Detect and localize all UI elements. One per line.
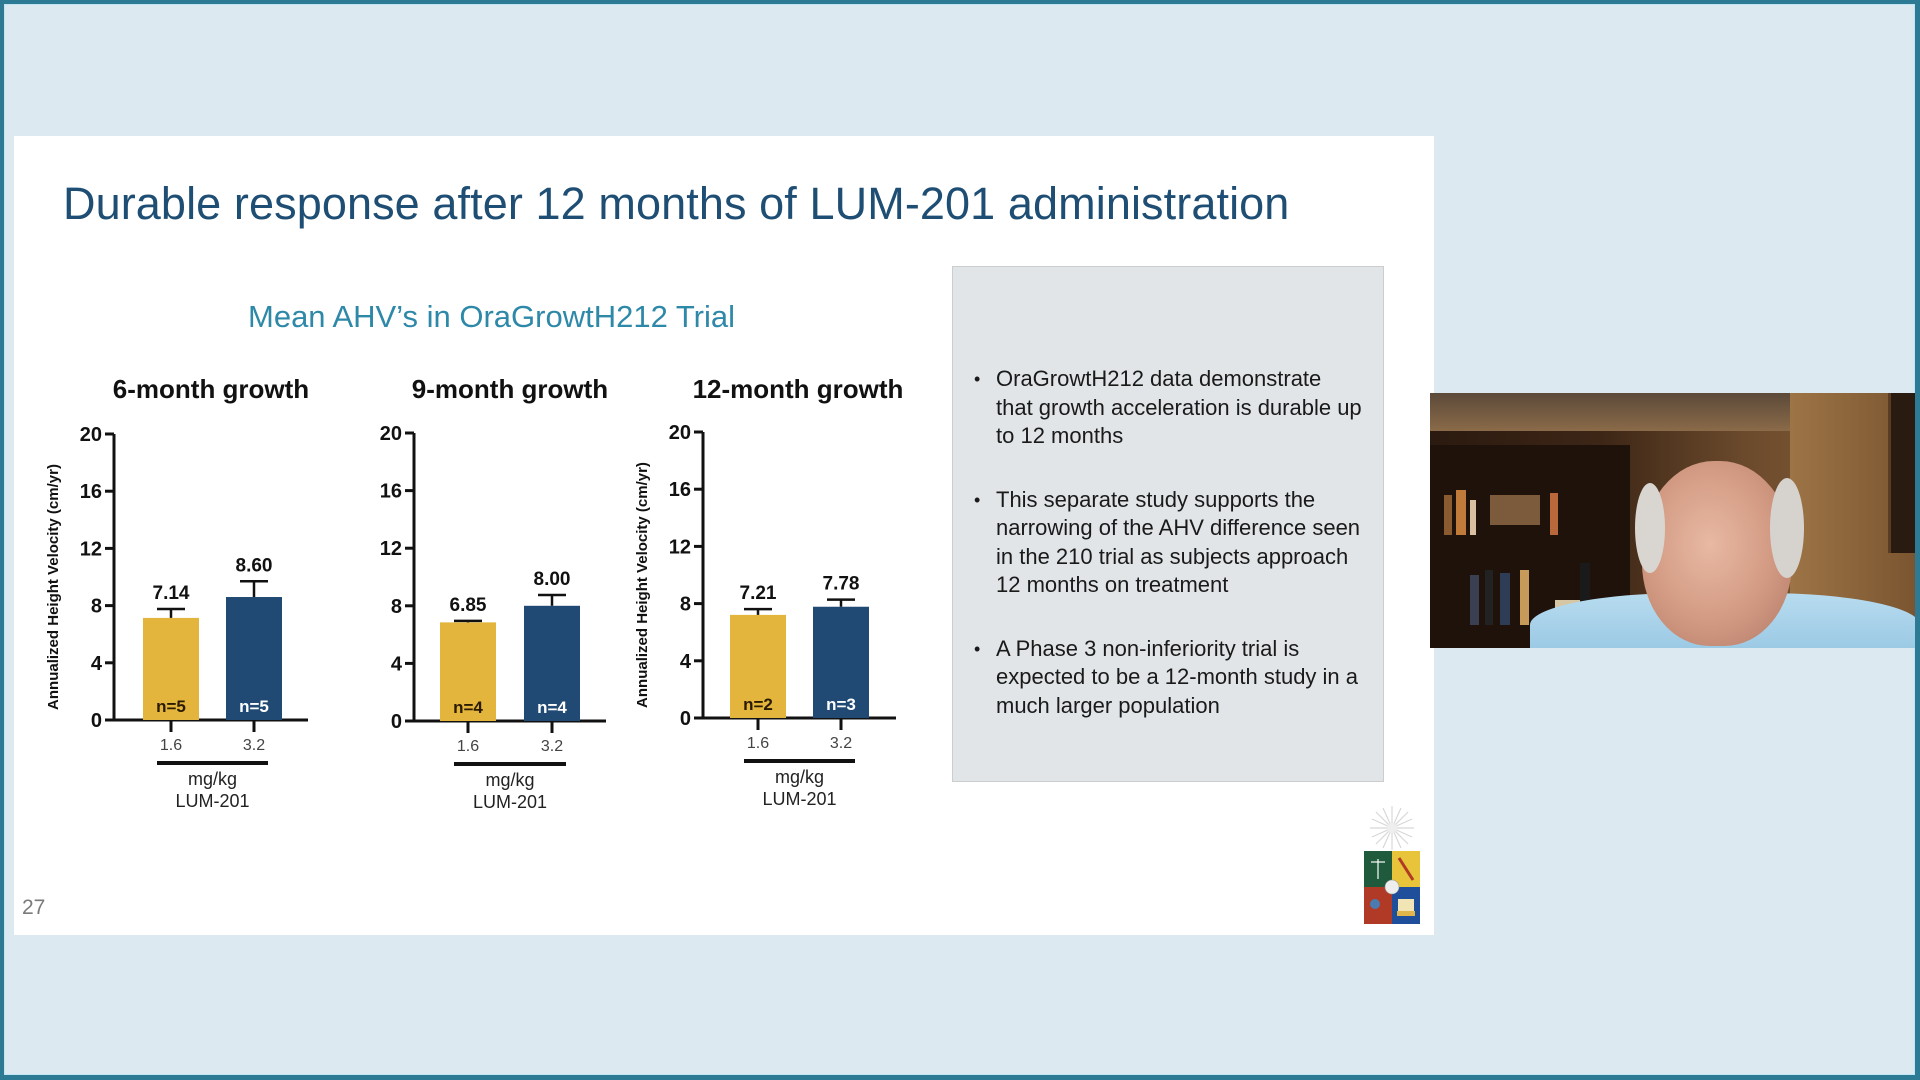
bar [226,597,282,720]
bullet-icon: • [974,489,981,510]
key-point-text: OraGrowtH212 data demonstrate that growt… [996,366,1362,448]
x-axis-unit-label: mg/kg [188,769,237,789]
x-axis-unit-label: mg/kg [775,767,824,787]
x-axis-unit-label: mg/kg [485,770,534,790]
value-label: 6.85 [450,595,487,616]
n-label: n=5 [156,697,186,716]
y-tick-label: 8 [91,596,102,618]
shield-icon [1364,851,1420,924]
key-point: • OraGrowtH212 data demonstrate that gro… [953,365,1383,451]
x-axis-group-label: LUM-201 [473,792,547,812]
presenter-hair [1635,483,1665,573]
y-tick-label: 20 [380,423,402,445]
chart-title: 6-month growth [113,374,309,404]
presenter-hair [1770,478,1804,578]
y-tick-label: 20 [669,422,691,444]
n-label: n=2 [743,695,773,714]
x-tick-label: 3.2 [243,737,265,754]
y-tick-label: 0 [391,711,402,733]
x-axis-group-label: LUM-201 [762,789,836,809]
x-tick-label: 1.6 [160,737,182,754]
value-label: 7.14 [153,583,190,604]
x-tick-label: 3.2 [830,735,852,752]
x-tick-label: 1.6 [747,735,769,752]
y-tick-label: 16 [669,479,691,501]
y-tick-label: 8 [680,594,691,616]
slide: Durable response after 12 months of LUM-… [14,136,1434,935]
x-tick-label: 3.2 [541,738,563,755]
n-label: n=4 [453,698,483,717]
key-point: • This separate study supports the narro… [953,486,1383,600]
bar [730,614,786,718]
value-label: 8.00 [534,569,571,590]
key-points-list: • OraGrowtH212 data demonstrate that gro… [953,365,1383,755]
y-tick-label: 12 [669,536,691,558]
bullet-icon: • [974,638,981,659]
chart-subtitle: Mean AHV’s in OraGrowtH212 Trial [248,299,736,334]
presentation-window: Durable response after 12 months of LUM-… [4,4,1915,1075]
bar [143,617,199,720]
key-point-text: A Phase 3 non-inferiority trial is expec… [996,635,1359,718]
wall-picture [1888,393,1915,553]
bullet-icon: • [974,369,981,389]
y-tick-label: 8 [391,596,402,618]
x-axis-group-label: LUM-201 [175,791,249,811]
presenter-face [1642,461,1792,646]
page-number: 27 [22,896,46,919]
y-tick-label: 4 [391,653,403,675]
y-axis-label: Annualized Height Velocity (cm/yr) [634,462,651,708]
value-label: 8.60 [236,555,273,576]
y-tick-label: 0 [91,710,102,732]
bar [440,622,496,721]
y-tick-label: 0 [680,708,691,730]
value-label: 7.21 [740,583,777,604]
y-tick-label: 4 [91,653,103,675]
bar [813,606,869,718]
university-crest-logo [1364,806,1420,924]
chart-title: 12-month growth [693,374,904,404]
x-tick-label: 1.6 [457,738,479,755]
n-label: n=4 [537,698,567,717]
y-axis-label: Annualized Height Velocity (cm/yr) [45,464,62,710]
slide-title: Durable response after 12 months of LUM-… [63,178,1290,229]
y-tick-label: 16 [380,481,402,503]
y-tick-label: 12 [380,538,402,560]
key-point-text: This separate study supports the narrowi… [996,486,1361,598]
n-label: n=5 [239,697,269,716]
presenter-video[interactable] [1430,393,1915,648]
y-tick-label: 16 [80,481,102,503]
y-tick-label: 20 [80,424,102,446]
y-tick-label: 12 [80,538,102,560]
chart-title: 9-month growth [412,374,608,404]
value-label: 7.78 [823,574,860,595]
key-point: • A Phase 3 non-inferiority trial is exp… [953,635,1383,721]
y-tick-label: 4 [680,651,692,673]
n-label: n=3 [826,695,856,714]
bar [524,605,580,721]
key-points-box: • OraGrowtH212 data demonstrate that gro… [952,266,1384,782]
bar-charts: 6-month growth 0 4 8 12 16 20 Annualized Height… [45,374,904,812]
